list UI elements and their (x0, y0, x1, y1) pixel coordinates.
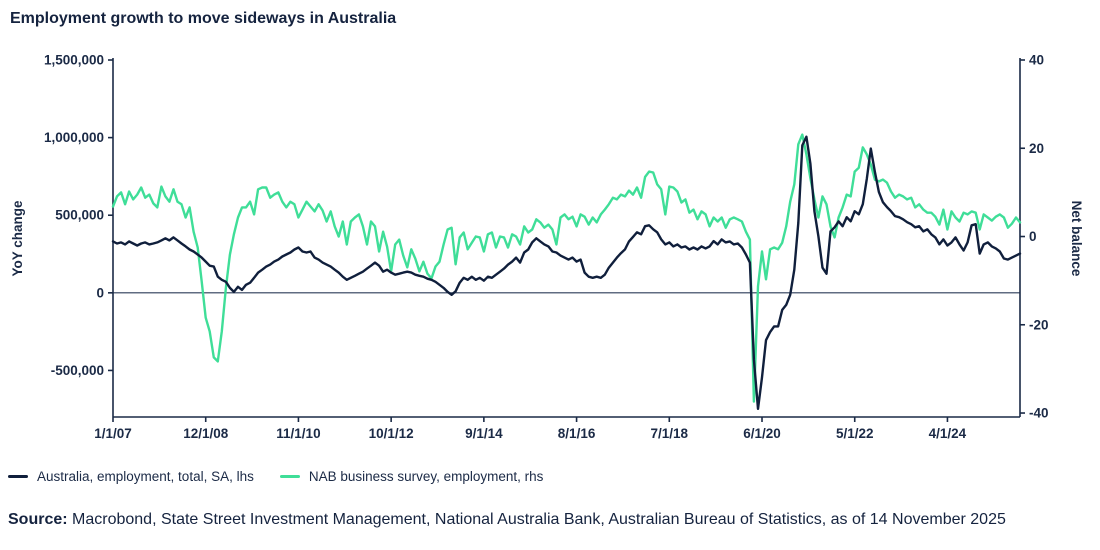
x-axis-tick-label: 6/1/20 (743, 426, 781, 441)
chart-title: Employment growth to move sideways in Au… (10, 10, 397, 27)
y-axis-right-title: Net balance (1069, 201, 1084, 277)
x-axis-tick-label: 4/1/24 (929, 426, 967, 441)
x-axis: 1/1/07 12/1/08 11/1/10 10/1/12 9/1/14 8/1/16 7… (94, 417, 967, 441)
y-axis-left-title: YoY change (10, 200, 25, 277)
y-axis-right: 40 20 0 -20 -40 (1020, 53, 1049, 421)
chart-canvas: 1,500,000 1,000,000 500,000 0 -500,000 40 20 0 -… (10, 53, 1084, 442)
source-text: Macrobond, State Street Investment Manag… (67, 511, 1006, 528)
legend-item-nab-survey: NAB business survey, employment, rhs (279, 469, 544, 484)
x-axis-tick-label: 12/1/08 (183, 426, 229, 441)
y-axis-right-tick-label: 0 (1029, 229, 1037, 244)
legend-label-nab-survey: NAB business survey, employment, rhs (308, 469, 544, 484)
y-axis-left-tick-label: -500,000 (51, 363, 104, 378)
x-axis-tick-label: 8/1/16 (558, 426, 596, 441)
legend-line-swatch-green (279, 475, 300, 478)
axes (112, 58, 1021, 418)
legend-line-swatch-navy (8, 475, 28, 478)
series-line-nab-survey (111, 133, 1022, 403)
x-axis-tick-label: 1/1/07 (94, 426, 132, 441)
y-axis-right-tick-label: 40 (1029, 53, 1044, 68)
x-axis-tick-label: 9/1/14 (465, 426, 503, 441)
x-axis-tick-label: 10/1/12 (369, 426, 414, 441)
source-label: Source: (8, 511, 68, 528)
y-axis-left-tick-label: 1,000,000 (44, 130, 104, 145)
chart-legend: Australia, employment, total, SA, lhs NA… (8, 469, 543, 484)
y-axis-left-tick-label: 0 (96, 285, 104, 300)
y-axis-right-tick-label: 20 (1029, 141, 1044, 156)
source-line: Source: Macrobond, State Street Investme… (8, 511, 1006, 529)
y-axis-right-tick-label: -40 (1029, 406, 1049, 421)
y-axis-left-tick-label: 1,500,000 (44, 53, 104, 68)
x-axis-tick-label: 7/1/18 (651, 426, 689, 441)
legend-item-employment: Australia, employment, total, SA, lhs (8, 469, 254, 484)
x-axis-tick-label: 5/1/22 (836, 426, 874, 441)
legend-label-employment: Australia, employment, total, SA, lhs (37, 469, 254, 484)
x-axis-tick-label: 11/1/10 (276, 426, 320, 441)
series-line-employment (111, 135, 1022, 410)
y-axis-left: 1,500,000 1,000,000 500,000 0 -500,000 (44, 53, 113, 378)
y-axis-left-tick-label: 500,000 (55, 208, 104, 223)
y-axis-right-tick-label: -20 (1029, 317, 1049, 332)
